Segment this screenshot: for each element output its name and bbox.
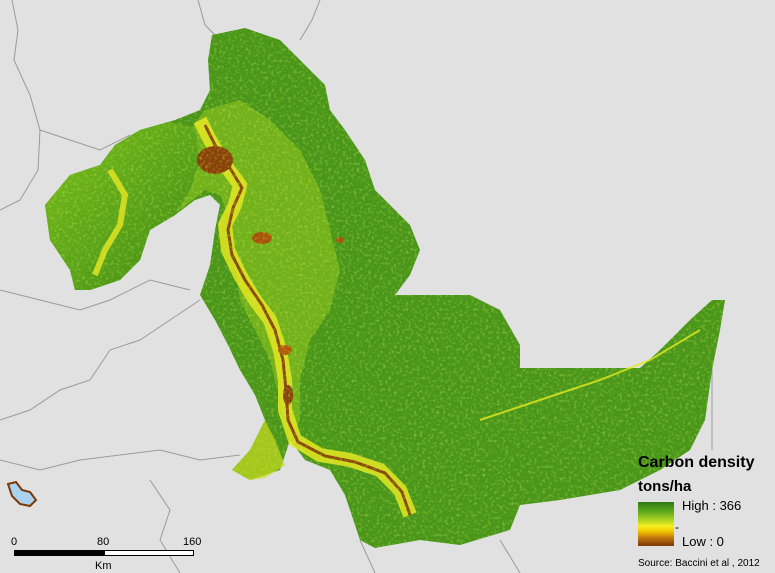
scale-segment-light [104, 550, 194, 556]
scale-bar [14, 550, 194, 556]
scale-tick-80: 80 [97, 536, 110, 548]
lake-feature [6, 480, 38, 508]
scale-segment-dark [14, 550, 104, 556]
scale-tick-0: 0 [11, 536, 18, 548]
scale-unit: Km [95, 560, 112, 572]
legend-high-label: High : 366 [682, 498, 742, 513]
texture-overlay [45, 28, 725, 548]
legend-color-ramp [638, 502, 674, 546]
legend-title: Carbon density [638, 454, 755, 471]
legend-unit: tons/ha [638, 478, 692, 495]
legend-low-label: Low : 0 [682, 534, 724, 549]
admin-boundaries [0, 0, 713, 573]
carbon-density-raster [45, 28, 725, 548]
scale-tick-160: 160 [183, 536, 202, 548]
source-credit: Source: Baccini et al , 2012 [638, 558, 760, 569]
legend-mid-mark: - [675, 520, 679, 534]
